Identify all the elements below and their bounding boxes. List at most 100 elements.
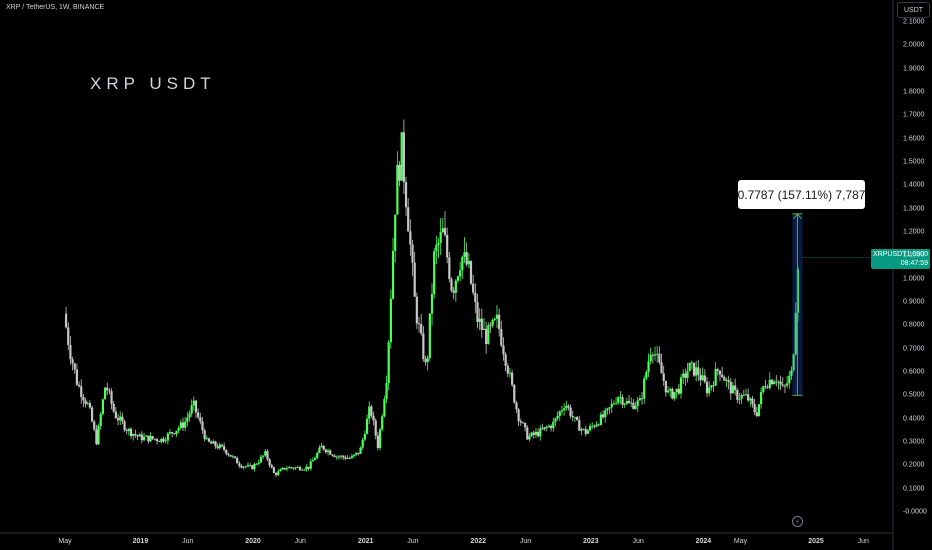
candle-body [324, 449, 328, 453]
y-tick-label: 1.7000 [903, 111, 925, 119]
candle-body [75, 369, 79, 385]
candle-body [175, 430, 178, 435]
candle-body [378, 429, 382, 448]
x-tick-label: Jun [407, 538, 419, 545]
candle-body [415, 296, 418, 324]
candle-body [80, 386, 83, 397]
x-tick-label: May [733, 538, 748, 545]
candle-body [500, 329, 503, 346]
candle-body [298, 466, 302, 470]
candle-body [751, 398, 754, 405]
candle-body [283, 467, 286, 470]
candle-body [684, 373, 687, 378]
candle-body [296, 466, 299, 468]
candle-body [790, 370, 793, 376]
candle-body [472, 283, 475, 293]
y-tick-label: 1.3000 [903, 205, 925, 213]
candle-body [214, 441, 217, 447]
candle-body [595, 424, 598, 427]
candle-body [257, 462, 260, 464]
currency-button[interactable]: USDT [897, 2, 930, 18]
candle-body [682, 373, 685, 378]
candle-body [387, 342, 390, 384]
candle-body [359, 447, 362, 454]
candle-body [97, 425, 100, 445]
candle-body [136, 435, 139, 437]
candle-body [766, 387, 769, 388]
candle-body [84, 400, 87, 405]
candle-body [755, 412, 758, 416]
candle-body [82, 396, 85, 401]
x-tick-label: 2025 [808, 538, 824, 545]
candle-body [562, 408, 566, 411]
symbol-title[interactable]: XRP / TetherUS, 1W, BINANCE [6, 4, 105, 11]
candle-body [145, 435, 148, 437]
candle-body [443, 228, 447, 235]
candle-body [448, 257, 451, 280]
candle-body [203, 430, 206, 440]
candle-body [469, 261, 473, 284]
candle-body [491, 319, 494, 326]
candle-body [88, 403, 92, 408]
candle-body [194, 400, 198, 413]
candle-body [372, 415, 375, 421]
candle-body [147, 435, 150, 442]
candle-body [309, 461, 312, 469]
candle-body [508, 372, 512, 374]
y-tick-label: 0.8000 [903, 321, 925, 329]
y-tick-label: 2.0000 [903, 41, 925, 49]
candle-body [227, 453, 230, 455]
candle-body [619, 397, 622, 399]
candle-body [333, 455, 336, 458]
candle-body [528, 436, 531, 440]
candle-body [671, 389, 674, 399]
candle-body [794, 312, 797, 355]
flash-icon[interactable]: ⚡ [792, 516, 803, 527]
candle-body [783, 385, 787, 387]
candle-body [459, 270, 462, 277]
candle-body [290, 467, 293, 468]
candle-body [420, 324, 423, 334]
candle-body [747, 394, 750, 401]
candle-body [253, 464, 256, 470]
candle-body [511, 372, 514, 385]
candle-body [781, 384, 784, 386]
candle-body [231, 456, 234, 458]
y-tick-label: 1.0000 [903, 275, 925, 283]
candle-body [537, 431, 540, 437]
candle-body [465, 252, 468, 265]
candle-body [430, 294, 434, 314]
candle-body [86, 403, 89, 405]
candle-body [402, 132, 405, 183]
candle-body [127, 428, 130, 432]
candle-body [149, 436, 152, 442]
candle-body [389, 298, 392, 343]
candle-body [467, 261, 470, 265]
x-tick-label: 2019 [132, 538, 149, 545]
candle-body [649, 354, 652, 362]
candle-body [742, 394, 745, 396]
candle-body [485, 328, 488, 345]
candle-body [796, 269, 800, 313]
candle-body [179, 422, 182, 428]
candle-body [411, 244, 414, 263]
candle-body [106, 387, 109, 391]
candle-body [612, 403, 615, 405]
candle-body [634, 405, 637, 409]
candle-body [242, 466, 245, 468]
candle-body [651, 354, 654, 356]
candle-body [305, 466, 308, 470]
candle-body [288, 467, 291, 469]
candle-body [385, 383, 388, 400]
candle-body [474, 292, 477, 303]
candle-body [417, 323, 421, 325]
chart-watermark: XRP USDT [90, 74, 216, 93]
candle-body [640, 398, 644, 400]
candle-body [513, 384, 516, 403]
candle-body [699, 375, 702, 381]
candle-body [251, 465, 254, 470]
candle-body [662, 373, 665, 381]
candle-body [686, 371, 689, 378]
candle-body [456, 276, 460, 281]
